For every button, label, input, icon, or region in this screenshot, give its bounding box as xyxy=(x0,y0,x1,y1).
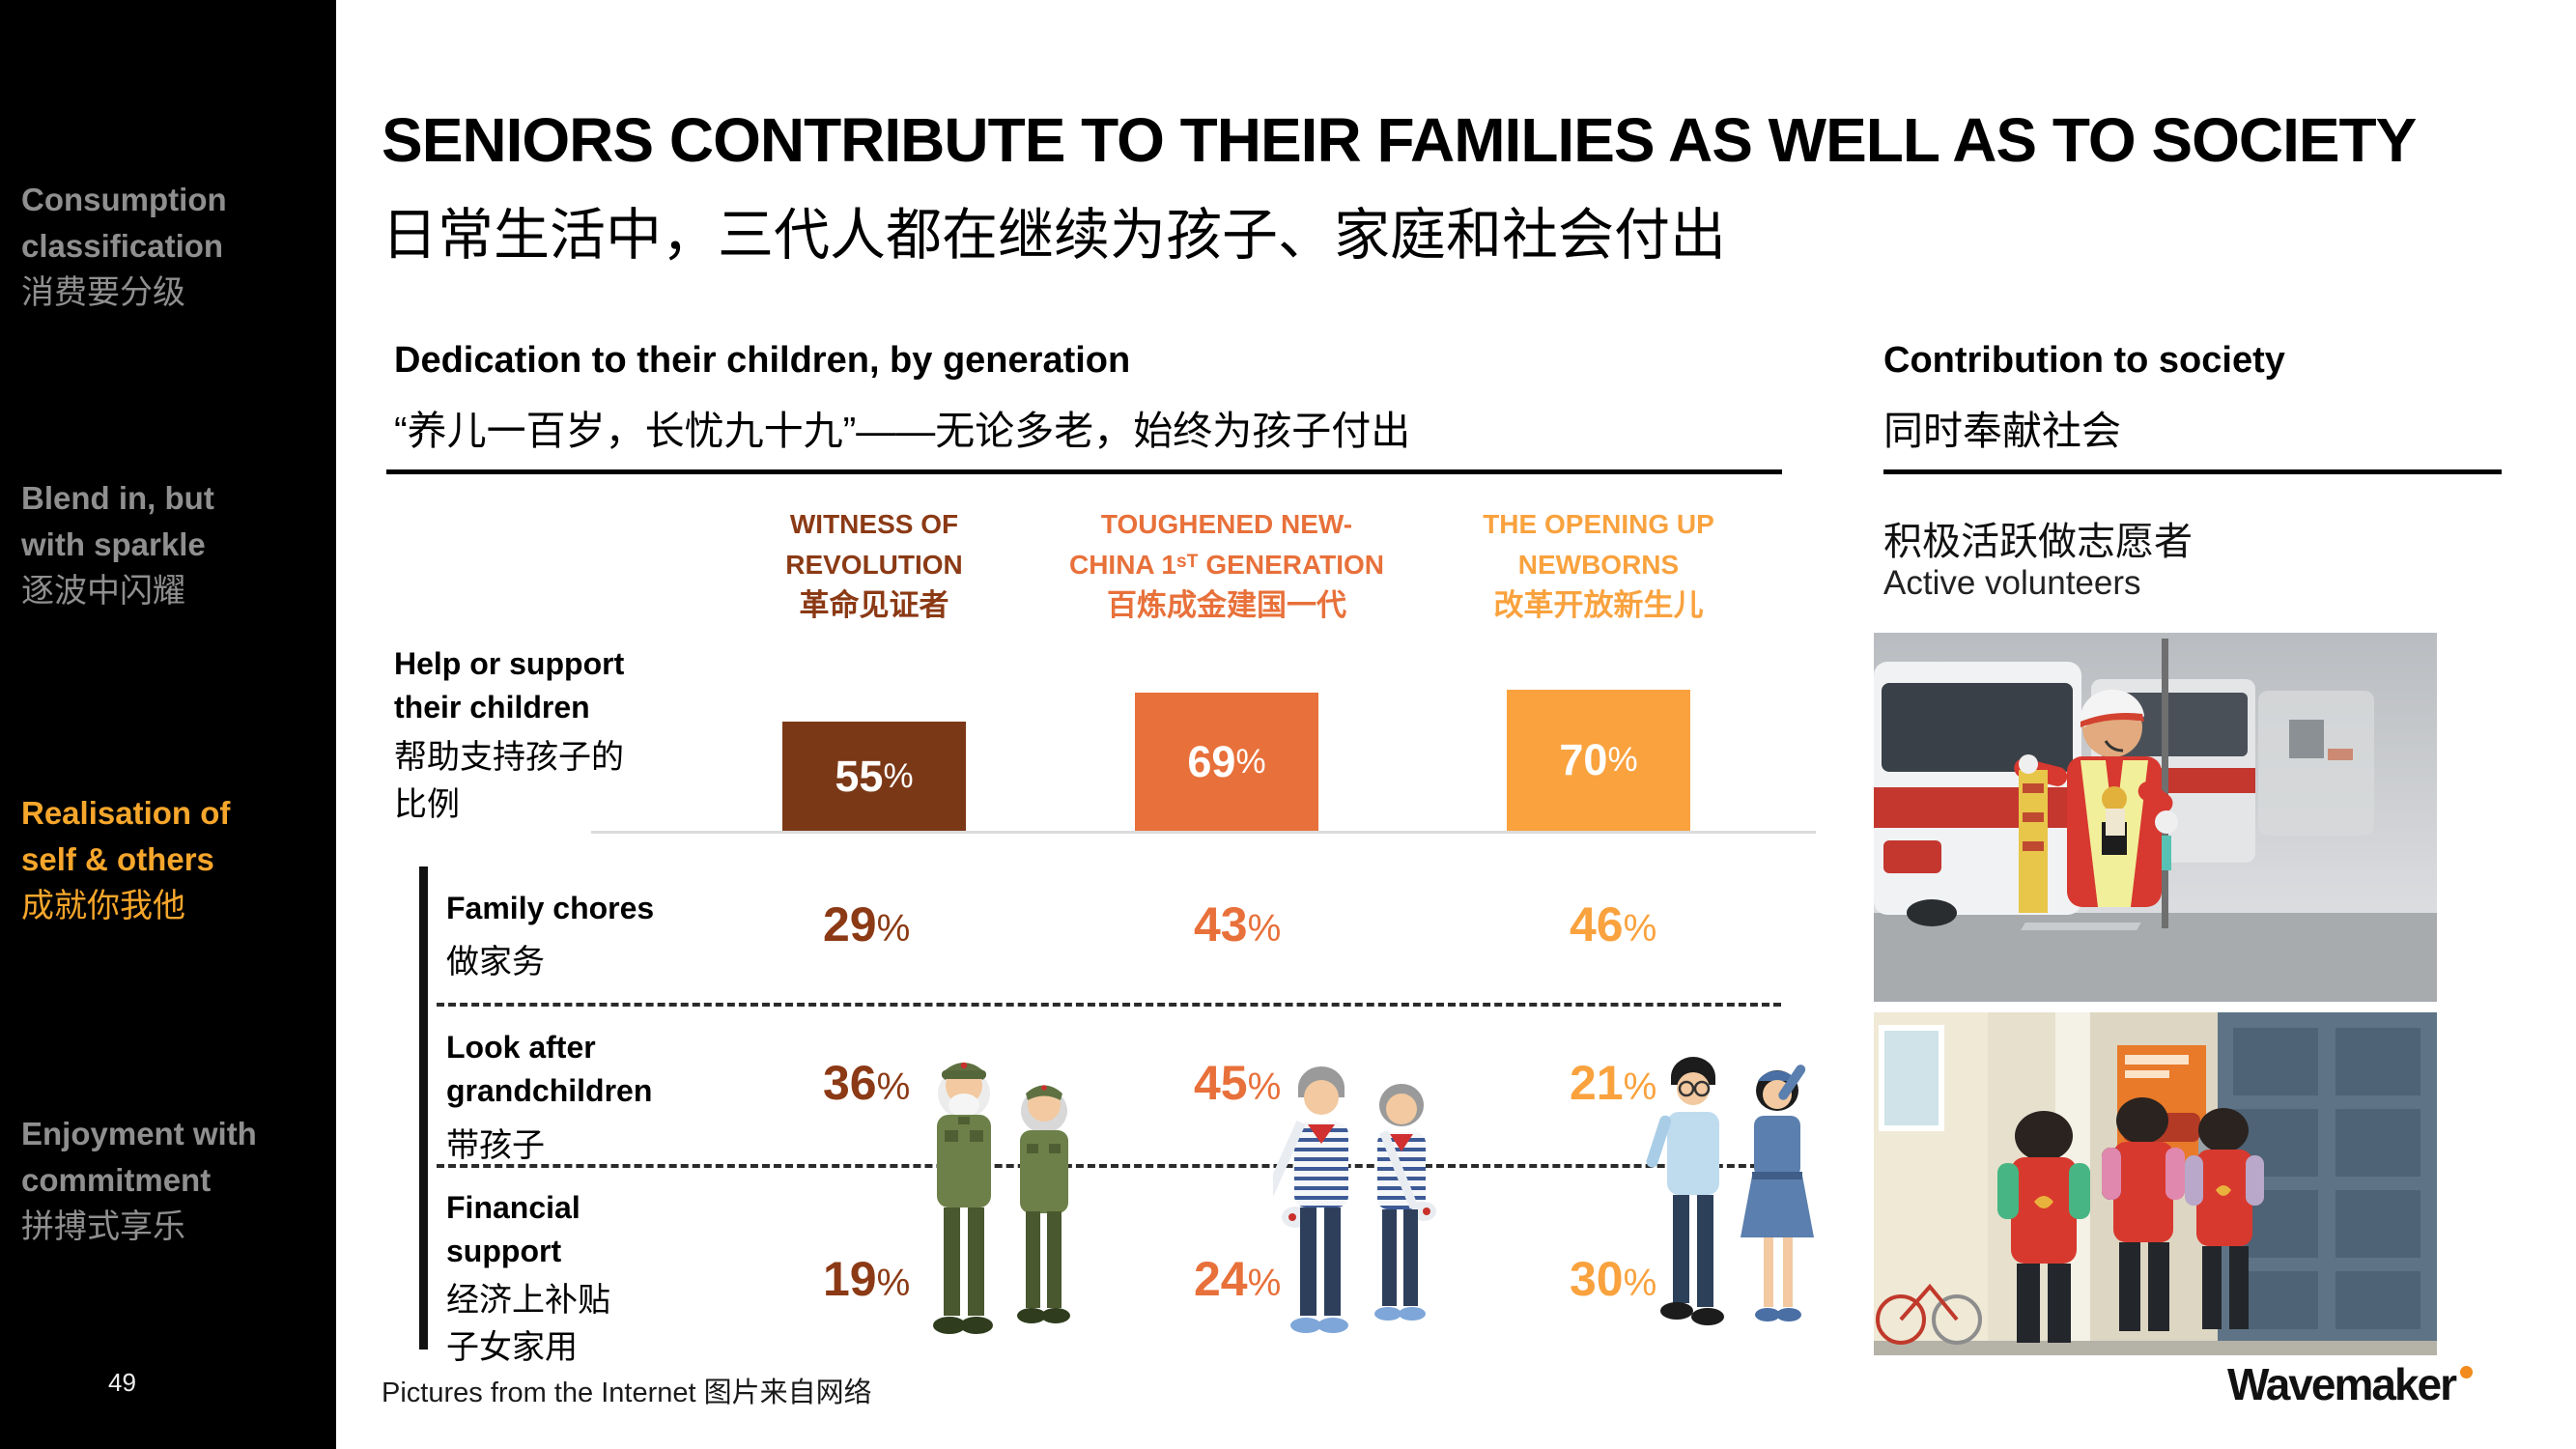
sidebar-item-realisation-active[interactable]: Realisation of self & others 成就你我他 xyxy=(21,790,311,929)
footer-note: Pictures from the Internet 图片来自网络 xyxy=(382,1378,872,1408)
generation1-illustration xyxy=(916,1036,1090,1350)
generation2-header-line2: CHINA 1ˢᵀ GENERATION xyxy=(1068,550,1384,580)
sidebar-item-label-cn: 消费要分级 xyxy=(21,274,185,311)
row-divider-dashed-2 xyxy=(437,1164,1781,1168)
generation3-header-line1: THE OPENING UP xyxy=(1483,509,1714,539)
row3-gen3-value: 30% xyxy=(1570,1252,1657,1306)
row3-label-en: Financial support xyxy=(446,1190,580,1268)
sidebar-item-label-en: Consumption classification xyxy=(21,182,227,264)
row3-gen2-value: 24% xyxy=(1194,1252,1282,1306)
society-heading-en: Contribution to society xyxy=(1883,340,2285,381)
percent-sign: % xyxy=(883,756,914,795)
generation3-header-cn: 改革开放新生儿 xyxy=(1493,588,1704,622)
dedication-heading-cn: “养儿一百岁，长忧九十九”——无论多老，始终为孩子付出 xyxy=(394,409,1411,453)
sidebar-item-label-en: Blend in, but with sparkle xyxy=(21,480,214,562)
row2-gen1-value: 36% xyxy=(823,1056,911,1110)
society-divider xyxy=(1883,469,2502,474)
society-heading-cn: 同时奉献社会 xyxy=(1883,409,2121,453)
sidebar-item-label-cn: 成就你我他 xyxy=(21,888,185,924)
sidebar-item-label-cn: 逐波中闪耀 xyxy=(21,573,185,610)
bar-generation3: 70% xyxy=(1507,690,1690,831)
sidebar-item-label-en: Realisation of self & others xyxy=(21,795,231,877)
row3-label-cn: 经济上补贴 子女家用 xyxy=(446,1282,610,1366)
rows-left-rule xyxy=(419,867,428,1350)
bar-baseline xyxy=(591,831,1816,834)
sidebar-item-blend-in[interactable]: Blend in, but with sparkle 逐波中闪耀 xyxy=(21,475,311,614)
bar-generation1: 55% xyxy=(782,722,966,831)
dedication-divider xyxy=(386,469,1782,474)
generation2-header: TOUGHENED NEW- CHINA 1ˢᵀ GENERATION 百炼成金… xyxy=(1043,504,1410,626)
generation1-header-line2: REVOLUTION xyxy=(785,550,963,580)
sidebar-item-enjoyment[interactable]: Enjoyment with commitment 拼搏式享乐 xyxy=(21,1111,311,1250)
row2-label-en: Look after grandchildren xyxy=(446,1030,653,1108)
sidebar-item-label-cn: 拼搏式享乐 xyxy=(21,1208,185,1245)
volunteer-photo-1 xyxy=(1874,633,2437,1002)
volunteer-photo-2 xyxy=(1874,1012,2437,1355)
bar-row-label-cn: 帮助支持孩子的 比例 xyxy=(394,739,624,823)
sidebar-item-label-en: Enjoyment with commitment xyxy=(21,1116,257,1198)
dedication-heading-en: Dedication to their children, by generat… xyxy=(394,340,1131,381)
generation2-header-line1: TOUGHENED NEW- xyxy=(1100,509,1353,539)
row1-gen1-value: 29% xyxy=(823,897,911,952)
generation1-header: WITNESS OF REVOLUTION 革命见证者 xyxy=(691,504,1058,626)
row1-label-cn: 做家务 xyxy=(446,944,545,980)
row3-gen1-value: 19% xyxy=(823,1252,911,1306)
bar-value: 69 xyxy=(1187,736,1236,786)
row2-gen3-value: 21% xyxy=(1570,1056,1657,1110)
bar-value: 55 xyxy=(835,751,884,801)
row-divider-dashed-1 xyxy=(437,1003,1781,1007)
bar-generation2: 69% xyxy=(1135,693,1318,831)
wavemaker-logo: Wavemaker xyxy=(2227,1359,2457,1409)
generation2-illustration xyxy=(1273,1055,1447,1354)
row2-label-cn: 带孩子 xyxy=(446,1127,545,1164)
volunteers-caption-en: Active volunteers xyxy=(1883,564,2141,602)
volunteers-caption-cn: 积极活跃做志愿者 xyxy=(1883,521,2193,563)
page-number: 49 xyxy=(108,1368,136,1397)
bar-row-label-en: Help or support their children xyxy=(394,646,625,724)
generation3-header: THE OPENING UP NEWBORNS 改革开放新生儿 xyxy=(1415,504,1782,626)
bar-value: 70 xyxy=(1559,735,1608,784)
generation3-illustration xyxy=(1644,1048,1842,1352)
row1-gen3-value: 46% xyxy=(1570,897,1657,952)
percent-sign: % xyxy=(1607,741,1638,779)
wavemaker-logo-dot xyxy=(2460,1366,2473,1378)
slide-title-en: SENIORS CONTRIBUTE TO THEIR FAMILIES AS … xyxy=(382,105,2417,175)
row2-gen2-value: 45% xyxy=(1194,1056,1282,1110)
generation3-header-line2: NEWBORNS xyxy=(1517,550,1680,580)
generation2-header-cn: 百炼成金建国一代 xyxy=(1107,588,1346,622)
sidebar: Consumption classification 消费要分级 Blend i… xyxy=(0,0,336,1449)
sidebar-item-consumption-classification[interactable]: Consumption classification 消费要分级 xyxy=(21,177,311,316)
slide-title-cn: 日常生活中，三代人都在继续为孩子、家庭和社会付出 xyxy=(382,204,1727,267)
row1-gen2-value: 43% xyxy=(1194,897,1282,952)
row1-label-en: Family chores xyxy=(446,891,655,925)
generation1-header-cn: 革命见证者 xyxy=(799,588,949,622)
generation1-header-line1: WITNESS OF xyxy=(789,509,959,539)
percent-sign: % xyxy=(1235,742,1266,781)
